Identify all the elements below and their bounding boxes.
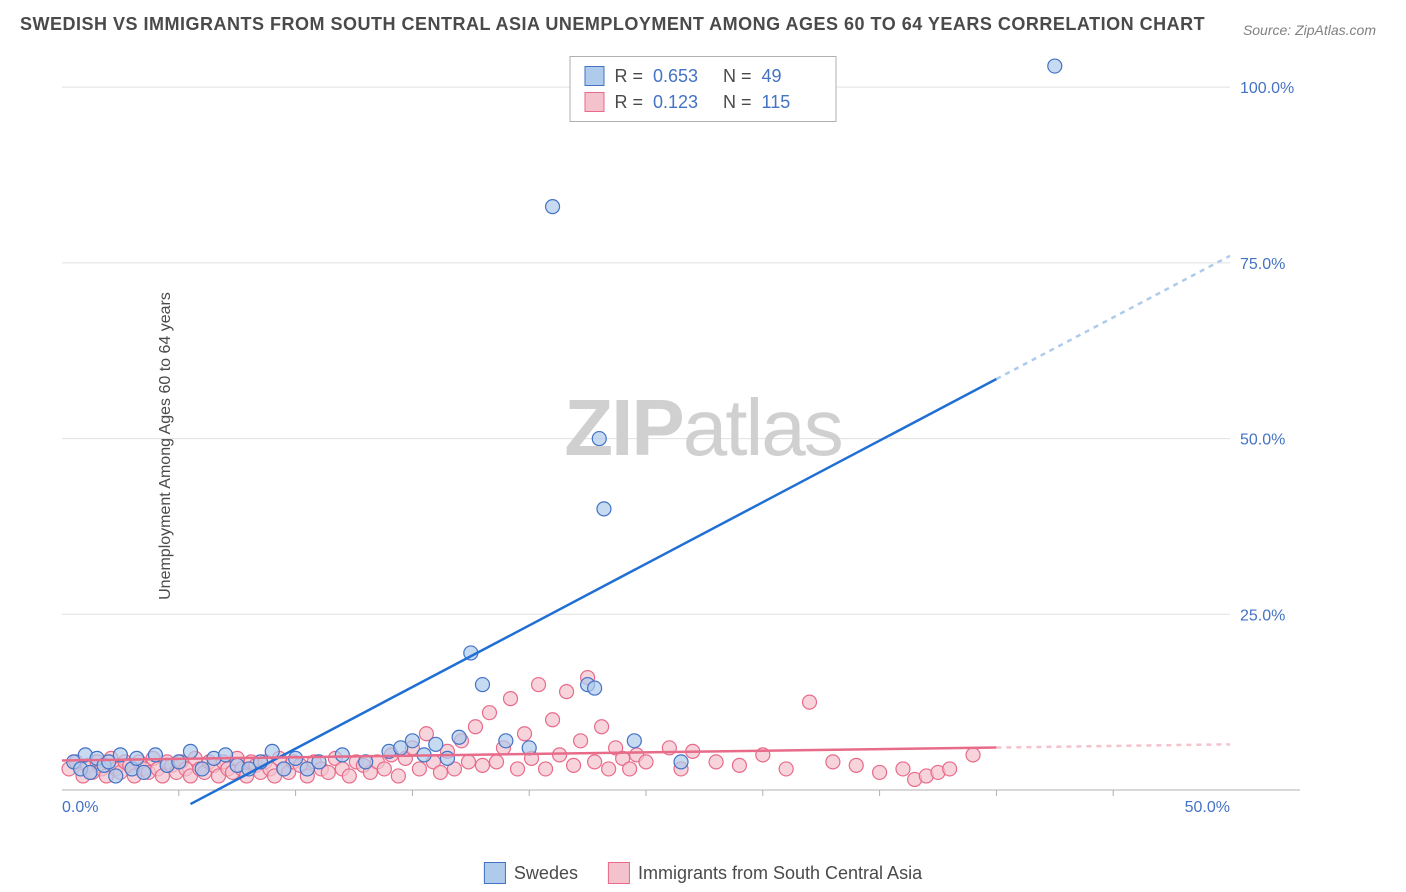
stats-row-swedes: R = 0.653 N = 49 bbox=[584, 63, 821, 89]
chart-title: SWEDISH VS IMMIGRANTS FROM SOUTH CENTRAL… bbox=[20, 14, 1205, 35]
svg-text:25.0%: 25.0% bbox=[1240, 607, 1285, 624]
legend-label-immigrants: Immigrants from South Central Asia bbox=[638, 863, 922, 884]
svg-text:50.0%: 50.0% bbox=[1185, 799, 1230, 816]
legend-swatch-swedes bbox=[484, 862, 506, 884]
legend-item-swedes: Swedes bbox=[484, 862, 578, 884]
stats-n-value-immigrants: 115 bbox=[762, 89, 822, 115]
legend-label-swedes: Swedes bbox=[514, 863, 578, 884]
stats-r-label: R = bbox=[614, 63, 643, 89]
stats-r-label: R = bbox=[614, 89, 643, 115]
legend-item-immigrants: Immigrants from South Central Asia bbox=[608, 862, 922, 884]
source-attribution: Source: ZipAtlas.com bbox=[1243, 22, 1376, 38]
stats-n-value-swedes: 49 bbox=[762, 63, 822, 89]
scatter-chart: 25.0% 50.0% 75.0% 100.0% 0.0% 50.0% bbox=[60, 50, 1300, 820]
svg-text:0.0%: 0.0% bbox=[62, 799, 98, 816]
svg-text:100.0%: 100.0% bbox=[1240, 80, 1294, 97]
correlation-stats-box: R = 0.653 N = 49 R = 0.123 N = 115 bbox=[569, 56, 836, 122]
stats-r-value-swedes: 0.653 bbox=[653, 63, 713, 89]
bottom-legend: Swedes Immigrants from South Central Asi… bbox=[484, 862, 922, 884]
svg-text:50.0%: 50.0% bbox=[1240, 432, 1285, 449]
stats-row-immigrants: R = 0.123 N = 115 bbox=[584, 89, 821, 115]
stats-swatch-immigrants bbox=[584, 92, 604, 112]
svg-text:75.0%: 75.0% bbox=[1240, 256, 1285, 273]
stats-n-label: N = bbox=[723, 89, 752, 115]
plot-area: 25.0% 50.0% 75.0% 100.0% 0.0% 50.0% bbox=[60, 50, 1300, 820]
legend-swatch-immigrants bbox=[608, 862, 630, 884]
stats-n-label: N = bbox=[723, 63, 752, 89]
stats-r-value-immigrants: 0.123 bbox=[653, 89, 713, 115]
stats-swatch-swedes bbox=[584, 66, 604, 86]
